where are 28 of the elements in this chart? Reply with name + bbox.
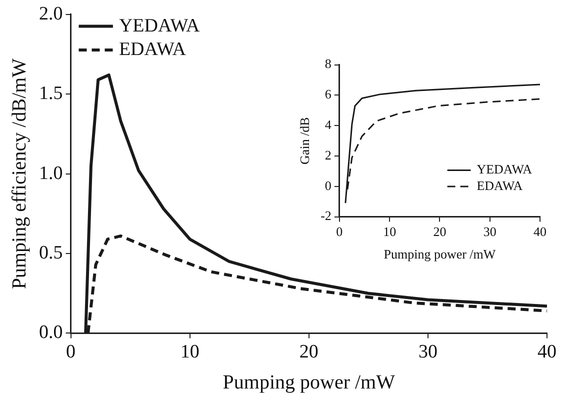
x-axis-title: Pumping power /mW [384, 246, 496, 262]
legend-label: YEDAWA [118, 15, 200, 36]
x-tick-label: 20 [433, 224, 446, 240]
y-axis-title: Gain /dB [297, 116, 312, 164]
y-tick-label: 8 [324, 56, 332, 72]
legend-label: YEDAWA [476, 162, 533, 177]
y-tick-label: 4 [324, 117, 332, 132]
legend-label: EDAWA [476, 178, 524, 193]
y-tick-label: 6 [324, 86, 332, 102]
x-tick-label: 30 [418, 342, 438, 363]
x-axis-title: Pumping power /mW [222, 371, 396, 394]
y-tick-label: 0 [324, 178, 332, 193]
x-tick-label: 10 [383, 224, 396, 240]
y-tick-label: 1.5 [39, 83, 63, 104]
x-tick-label: 0 [336, 224, 343, 240]
y-tick-label: 1.0 [39, 162, 63, 184]
y-tick-label: 0.5 [39, 242, 63, 264]
y-tick-label: 0.0 [39, 322, 63, 344]
legend-label: EDAWA [118, 39, 186, 60]
x-tick-label: 30 [483, 224, 496, 240]
x-tick-label: 10 [180, 342, 200, 363]
y-tick-label: 2.0 [39, 3, 63, 24]
y-tick-label: 2 [324, 147, 332, 162]
x-tick-label: 20 [299, 342, 318, 363]
y-axis-title: Pumping efficiency /dB/mW [8, 58, 30, 290]
x-tick-label: 40 [538, 342, 556, 363]
x-tick-label: 40 [534, 224, 546, 240]
y-tick-label: -2 [320, 208, 332, 224]
